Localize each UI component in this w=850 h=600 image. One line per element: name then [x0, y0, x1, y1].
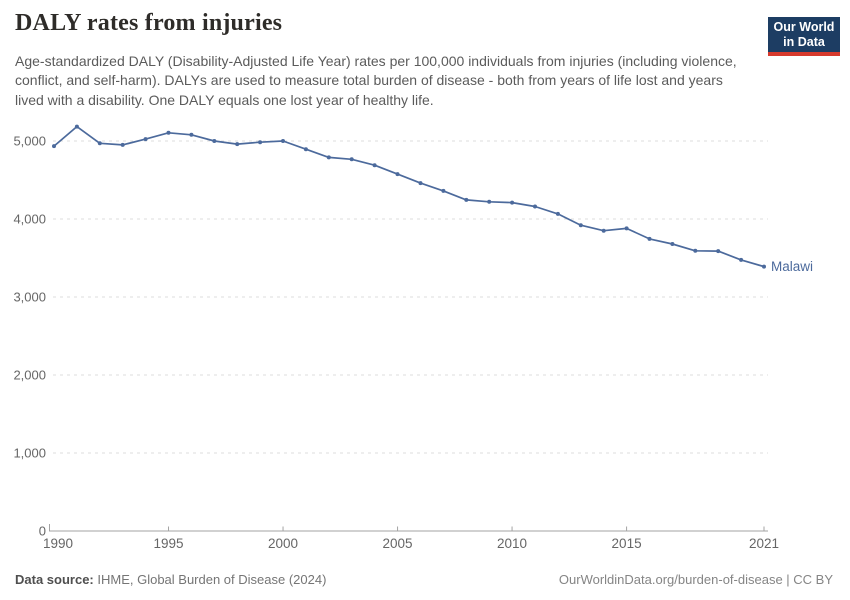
data-point-2001[interactable] — [303, 147, 308, 152]
x-axis-tick-label-1990: 1990 — [43, 536, 73, 551]
data-point-2010[interactable] — [510, 200, 515, 205]
owid-logo-line2: in Data — [783, 34, 825, 49]
data-point-1995[interactable] — [166, 130, 171, 135]
y-axis-tick-label-2000: 2,000 — [13, 368, 46, 383]
data-point-2016[interactable] — [647, 236, 652, 241]
entity-label-malawi[interactable]: Malawi — [771, 259, 813, 274]
data-point-1998[interactable] — [235, 142, 240, 147]
data-point-1999[interactable] — [258, 140, 263, 145]
data-point-2004[interactable] — [372, 163, 377, 168]
data-point-2011[interactable] — [533, 204, 537, 209]
data-point-1997[interactable] — [212, 139, 217, 143]
data-point-1993[interactable] — [120, 142, 125, 147]
data-point-2007[interactable] — [441, 188, 446, 193]
data-point-2021[interactable] — [762, 264, 766, 269]
chart-footer: Data source: IHME, Global Burden of Dise… — [15, 572, 833, 587]
data-point-1992[interactable] — [97, 141, 102, 146]
y-axis-tick-label-5000: 5,000 — [13, 134, 46, 149]
x-axis-tick-label-2000: 2000 — [268, 536, 298, 551]
data-point-2006[interactable] — [418, 181, 423, 186]
y-axis-tick-label-1000: 1,000 — [13, 446, 46, 461]
owid-url-license[interactable]: OurWorldinData.org/burden-of-disease | C… — [558, 572, 833, 587]
data-point-1994[interactable] — [143, 137, 148, 142]
data-point-2013[interactable] — [578, 223, 583, 228]
data-point-1990[interactable] — [52, 144, 56, 149]
x-axis-tick-label-2005: 2005 — [383, 536, 413, 551]
y-axis-tick-label-0: 0 — [39, 524, 46, 539]
data-point-2019[interactable] — [716, 249, 721, 254]
owid-logo-line1: Our World — [773, 20, 835, 34]
data-point-1996[interactable] — [189, 132, 194, 137]
data-point-2008[interactable] — [464, 197, 469, 202]
data-point-2003[interactable] — [349, 157, 354, 162]
y-axis-tick-label-3000: 3,000 — [13, 290, 46, 305]
data-point-2018[interactable] — [693, 248, 698, 253]
data-point-2017[interactable] — [670, 242, 675, 246]
data-source-text: IHME, Global Burden of Disease (2024) — [93, 572, 327, 587]
data-point-2020[interactable] — [739, 257, 744, 262]
data-source: Data source: IHME, Global Burden of Dise… — [15, 572, 326, 587]
data-point-2000[interactable] — [281, 139, 285, 143]
line-series-malawi[interactable] — [53, 125, 765, 268]
x-axis-tick-label-1995: 1995 — [153, 536, 183, 551]
data-point-1991[interactable] — [74, 124, 79, 129]
data-point-2012[interactable] — [555, 211, 560, 216]
data-point-2002[interactable] — [326, 155, 331, 160]
owid-logo-stripe — [768, 51, 840, 56]
chart-subtitle: Age-standardized DALY (Disability-Adjust… — [15, 53, 737, 108]
owid-logo[interactable]: Our World in Data — [768, 17, 840, 56]
data-point-2005[interactable] — [395, 172, 400, 177]
page-title: DALY rates from injuries — [15, 10, 283, 36]
data-point-2015[interactable] — [624, 226, 629, 231]
y-axis-tick-label-4000: 4,000 — [13, 212, 46, 227]
data-point-2014[interactable] — [601, 228, 606, 233]
data-source-label: Data source: — [15, 572, 94, 587]
x-axis-tick-label-2015: 2015 — [612, 536, 642, 551]
data-point-2009[interactable] — [487, 199, 492, 204]
x-axis-tick-label-2010: 2010 — [497, 536, 527, 551]
x-axis-tick-label-2021: 2021 — [749, 536, 779, 551]
owid-logo-text: Our World in Data — [768, 17, 840, 52]
